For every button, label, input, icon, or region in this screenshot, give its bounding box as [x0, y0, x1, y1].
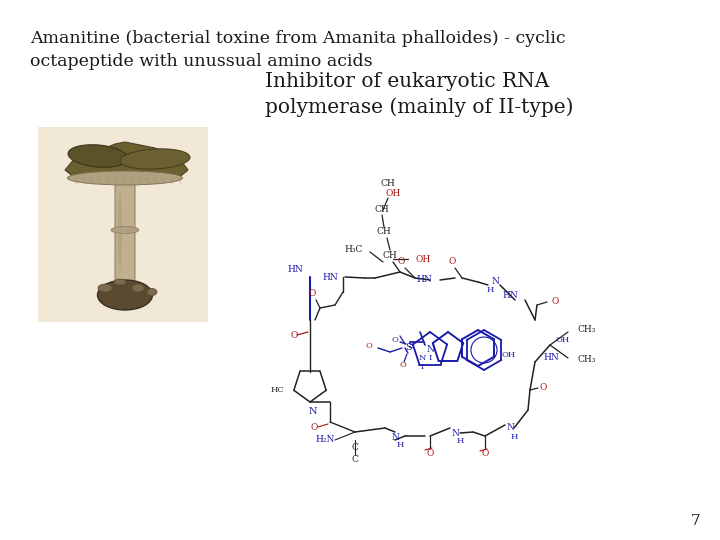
Text: CH: CH: [381, 179, 395, 188]
Text: HN: HN: [503, 291, 518, 300]
Ellipse shape: [114, 279, 126, 285]
Text: O: O: [310, 423, 318, 433]
Ellipse shape: [68, 171, 182, 185]
Text: HN: HN: [416, 274, 432, 284]
Text: N: N: [418, 354, 426, 362]
Text: H₂N: H₂N: [315, 435, 335, 444]
Ellipse shape: [98, 284, 112, 292]
Text: O: O: [308, 289, 315, 299]
Text: OH: OH: [385, 188, 400, 198]
Text: OH: OH: [502, 351, 516, 359]
Text: HN: HN: [543, 354, 559, 362]
Text: OH: OH: [415, 254, 431, 264]
Text: H: H: [396, 441, 404, 449]
Text: O: O: [449, 258, 456, 267]
Text: N: N: [426, 346, 434, 354]
Ellipse shape: [111, 226, 139, 233]
Text: N: N: [391, 433, 399, 442]
Text: C: C: [351, 456, 359, 464]
Text: N: N: [451, 429, 459, 437]
Text: S: S: [405, 343, 411, 353]
Text: CH: CH: [377, 227, 392, 237]
Text: H: H: [510, 433, 518, 441]
Ellipse shape: [97, 280, 153, 310]
Text: H₃C: H₃C: [345, 245, 363, 253]
Text: O: O: [291, 332, 298, 341]
Text: O: O: [426, 449, 433, 457]
Text: H: H: [486, 286, 494, 294]
Text: O: O: [552, 296, 559, 306]
Ellipse shape: [120, 149, 190, 169]
FancyBboxPatch shape: [115, 174, 135, 283]
Text: N: N: [491, 278, 499, 287]
Text: OH: OH: [555, 336, 570, 344]
Text: I: I: [428, 354, 432, 362]
Text: Inhibitor of eukaryotic RNA
polymerase (mainly of II-type): Inhibitor of eukaryotic RNA polymerase (…: [265, 72, 574, 117]
Text: H: H: [456, 437, 464, 445]
Text: CH: CH: [374, 206, 390, 214]
Text: HN: HN: [323, 273, 338, 281]
Text: CH₃: CH₃: [578, 355, 596, 364]
Text: O: O: [392, 336, 398, 344]
Text: HC: HC: [270, 386, 284, 394]
Text: O: O: [365, 342, 372, 350]
Ellipse shape: [118, 190, 122, 270]
Ellipse shape: [147, 288, 157, 295]
Text: I: I: [420, 363, 423, 371]
Text: HN: HN: [287, 266, 303, 274]
Text: O: O: [539, 383, 546, 393]
Ellipse shape: [68, 145, 128, 167]
Text: CH: CH: [382, 252, 397, 260]
Text: O: O: [481, 449, 489, 457]
Ellipse shape: [132, 284, 144, 292]
Polygon shape: [65, 142, 188, 182]
Text: C: C: [351, 443, 359, 453]
Text: N: N: [309, 408, 318, 416]
Text: CH₃: CH₃: [578, 326, 596, 334]
Text: O: O: [397, 258, 405, 267]
Text: S: S: [407, 341, 413, 349]
Text: Amanitine (bacterial toxine from Amanita phalloides) - cyclic
octapeptide with u: Amanitine (bacterial toxine from Amanita…: [30, 30, 566, 70]
Text: N: N: [506, 423, 514, 433]
Text: O: O: [400, 361, 406, 369]
Text: 7: 7: [690, 514, 700, 528]
FancyBboxPatch shape: [38, 127, 208, 322]
